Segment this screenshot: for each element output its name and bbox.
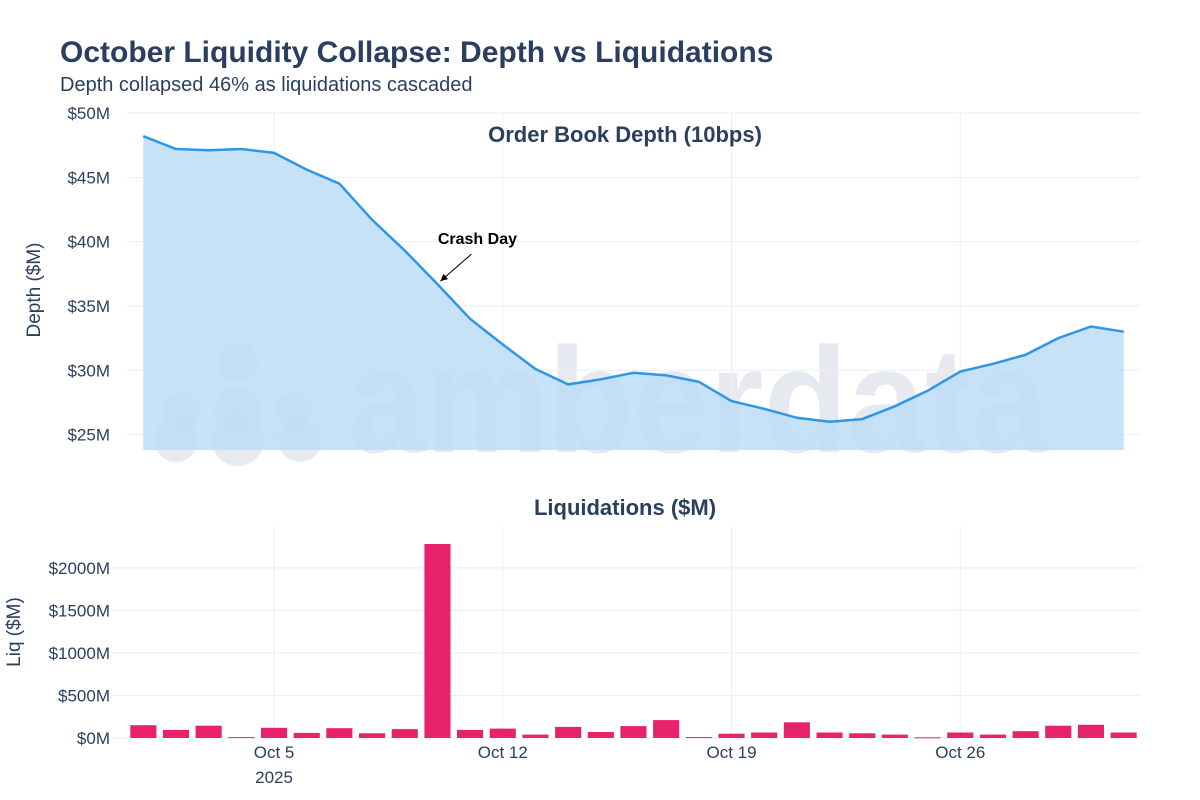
liquidation-bar: [914, 737, 941, 739]
liquidation-bar: [522, 734, 549, 738]
liquidation-bar: [359, 733, 386, 738]
depth-series-line: [142, 135, 1124, 423]
depth-y-tick-label: $45M: [67, 168, 110, 187]
liquidation-y-tick-label: $1000M: [49, 644, 110, 663]
annotation-label: Crash Day: [438, 231, 517, 248]
chart-subtitle: Depth collapsed 46% as liquidations casc…: [60, 74, 473, 96]
liquidation-bar: [424, 544, 451, 738]
crash-day-annotation: Crash Day: [438, 231, 517, 282]
liquidation-bar: [947, 732, 974, 738]
depth-y-axis-title: Depth ($M): [24, 242, 45, 337]
chart-title: October Liquidity Collapse: Depth vs Liq…: [60, 36, 774, 69]
liquidation-y-tick-label: $0M: [77, 729, 110, 748]
x-tick-label: Oct 12: [478, 743, 528, 762]
liquidation-bar: [228, 737, 255, 739]
liquidation-y-axis: $0M $500M $1000M $1500M $2000M: [49, 559, 110, 748]
liquidation-bar: [1077, 724, 1104, 738]
liquidation-bar: [718, 733, 745, 738]
liquidation-bar: [195, 725, 222, 738]
liquidation-bar: [979, 734, 1006, 738]
liquidation-bar: [326, 728, 353, 738]
liquidation-bar: [130, 725, 157, 738]
liquidation-bar: [1110, 732, 1137, 738]
liquidation-y-tick-label: $2000M: [49, 559, 110, 578]
liquidation-bar: [162, 729, 189, 738]
x-tick-label: Oct 5: [254, 743, 295, 762]
liquidation-bar: [555, 726, 582, 738]
liquidation-bar: [685, 737, 712, 739]
liquidation-bars: [130, 544, 1137, 739]
x-axis: Oct 5 Oct 12 Oct 19 Oct 26 2025: [254, 743, 986, 787]
depth-area-fill: [143, 136, 1124, 450]
depth-y-tick-label: $35M: [67, 297, 110, 316]
x-axis-year-label: 2025: [255, 768, 293, 787]
liquidation-bar: [261, 727, 288, 738]
depth-y-tick-label: $50M: [67, 104, 110, 123]
depth-y-tick-label: $40M: [67, 233, 110, 252]
liquidation-y-tick-label: $500M: [58, 686, 110, 705]
liquidation-bar: [653, 720, 680, 738]
liquidation-bar: [751, 732, 778, 738]
liquidation-bar: [1012, 731, 1039, 738]
liquidation-bar: [391, 729, 418, 738]
liquidation-bar: [783, 722, 810, 738]
liquidation-bar: [457, 729, 484, 738]
annotation-arrowhead: [440, 273, 449, 282]
liquidation-bar: [587, 732, 614, 738]
liquidation-bar: [816, 732, 843, 738]
liquidation-y-tick-label: $1500M: [49, 601, 110, 620]
depth-y-tick-label: $25M: [67, 426, 110, 445]
liquidation-bar: [620, 726, 647, 738]
liquidation-bar: [849, 733, 876, 738]
depth-y-axis: $25M $30M $35M $40M $45M $50M: [67, 104, 110, 445]
depth-panel-title: Order Book Depth (10bps): [488, 122, 762, 147]
liquidation-gridlines: [112, 527, 1140, 739]
liquidation-y-axis-title: Liq ($M): [4, 597, 25, 667]
liquidation-bar: [1045, 725, 1072, 738]
x-tick-label: Oct 19: [706, 743, 756, 762]
x-tick-label: Oct 26: [935, 743, 985, 762]
liquidation-bar: [489, 728, 516, 738]
liquidation-bar: [293, 732, 320, 738]
liquidation-panel-title: Liquidations ($M): [534, 495, 716, 520]
depth-y-tick-label: $30M: [67, 361, 110, 380]
liquidation-bar: [881, 734, 908, 738]
